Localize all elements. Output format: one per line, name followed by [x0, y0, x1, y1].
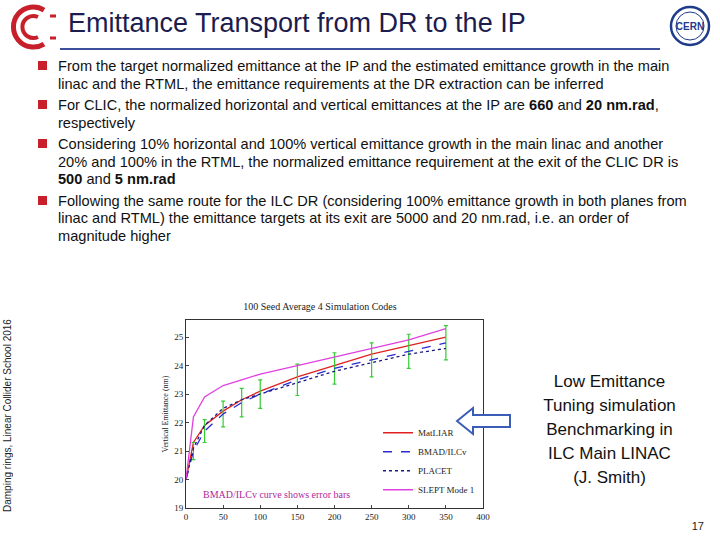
- html-text:Considering 10% horizontal and: Considering 10% horizontal and 100% vert…: [58, 136, 679, 170]
- html-text:ILC Main LINAC: ILC Main LINAC: [548, 444, 671, 463]
- html-text:Low Emittance: Low Emittance: [553, 372, 666, 391]
- svg-text:100 Seed Average 4 Simulation: 100 Seed Average 4 Simulation Codes: [243, 301, 397, 312]
- svg-text:Vertical Emittance (nm): Vertical Emittance (nm): [161, 375, 170, 452]
- html-text:For CLIC, the normalized horiz: For CLIC, the normalized horizontal and …: [58, 97, 659, 131]
- svg-text:23: 23: [174, 389, 184, 399]
- svg-text:350: 350: [439, 512, 453, 522]
- html-text:500 and 5 nm.rad: 500 and 5 nm.rad: [58, 171, 176, 187]
- svg-text:0: 0: [184, 512, 189, 522]
- svg-text:24: 24: [174, 361, 184, 371]
- html-text:From the target normalized emi: From the target normalized emittance at …: [58, 58, 670, 92]
- html-text:Following the same route for t: Following the same route for the ILC DR …: [58, 192, 687, 244]
- svg-text:150: 150: [291, 512, 305, 522]
- svg-text:CERN: CERN: [676, 21, 704, 32]
- svg-text:BMAD/ILCv: BMAD/ILCv: [418, 447, 467, 457]
- svg-text:21: 21: [174, 446, 183, 456]
- svg-text:25: 25: [174, 332, 184, 342]
- svg-text:BMAD/ILCv curve shows error ba: BMAD/ILCv curve shows error bars: [203, 489, 350, 500]
- html-text:Tuning simulation: Tuning simulation: [543, 396, 676, 415]
- svg-text:MatLIAR: MatLIAR: [418, 428, 454, 438]
- html-text:Emittance Transport from DR to: Emittance Transport from DR to the IP: [68, 8, 526, 38]
- svg-text:SLEPT Mode 1: SLEPT Mode 1: [418, 485, 474, 495]
- html-text:(J. Smith): (J. Smith): [573, 468, 646, 487]
- svg-text:250: 250: [365, 512, 379, 522]
- svg-text:19: 19: [174, 503, 184, 513]
- html-text:17: 17: [691, 520, 704, 532]
- svg-text:PLACET: PLACET: [418, 466, 453, 476]
- html-text:Benchmarking in: Benchmarking in: [546, 420, 673, 439]
- svg-text:22: 22: [174, 418, 183, 428]
- svg-text:300: 300: [402, 512, 416, 522]
- svg-text:50: 50: [219, 512, 229, 522]
- html-text:Damping rings, Linear Collider: Damping rings, Linear Collider School 20…: [2, 319, 13, 513]
- svg-text:20: 20: [174, 475, 184, 485]
- svg-text:200: 200: [328, 512, 342, 522]
- svg-text:100: 100: [254, 512, 268, 522]
- svg-text:400: 400: [476, 512, 490, 522]
